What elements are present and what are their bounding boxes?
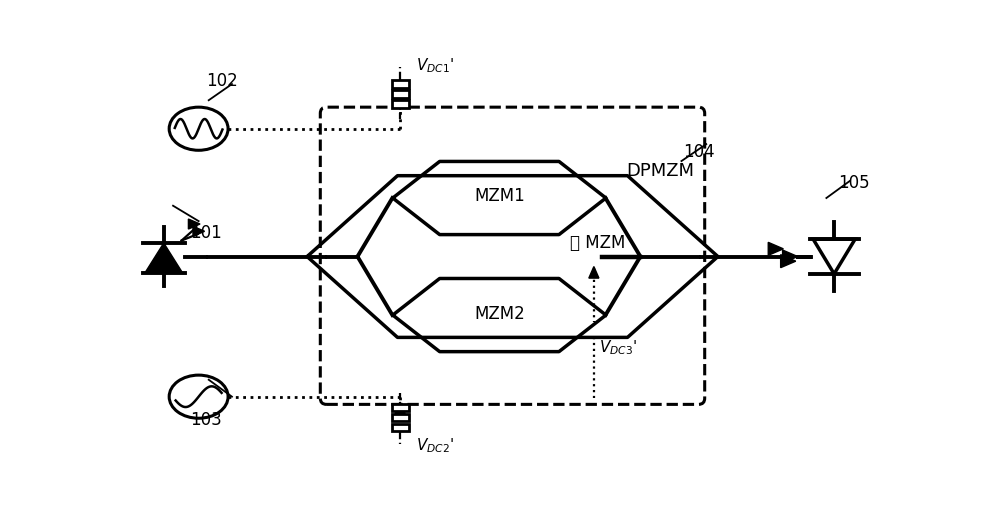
Bar [392, 424, 409, 431]
Polygon shape [188, 219, 200, 229]
Text: 105: 105 [838, 174, 869, 192]
Text: 104: 104 [683, 143, 714, 161]
Polygon shape [781, 255, 796, 268]
Polygon shape [589, 267, 599, 278]
Polygon shape [783, 250, 798, 263]
Polygon shape [813, 239, 855, 274]
Bar [392, 414, 409, 421]
Polygon shape [395, 402, 405, 414]
Polygon shape [395, 98, 405, 109]
Bar [392, 100, 409, 108]
Text: $V_{DC1}$': $V_{DC1}$' [416, 56, 454, 75]
FancyBboxPatch shape [320, 107, 705, 404]
Text: MZM1: MZM1 [474, 187, 525, 205]
Polygon shape [145, 243, 182, 273]
Bar [392, 404, 409, 411]
Bar [392, 80, 409, 88]
Polygon shape [193, 226, 205, 236]
Text: 101: 101 [190, 224, 222, 242]
Text: DPMZM: DPMZM [626, 162, 694, 180]
Text: $V_{DC2}$': $V_{DC2}$' [416, 436, 454, 455]
Text: 102: 102 [206, 72, 238, 90]
Text: 主 MZM: 主 MZM [570, 234, 625, 251]
Polygon shape [768, 242, 783, 256]
Text: $V_{DC3}$': $V_{DC3}$' [599, 338, 637, 357]
Text: MZM2: MZM2 [474, 304, 525, 323]
Bar [392, 90, 409, 98]
Text: 103: 103 [190, 411, 222, 429]
